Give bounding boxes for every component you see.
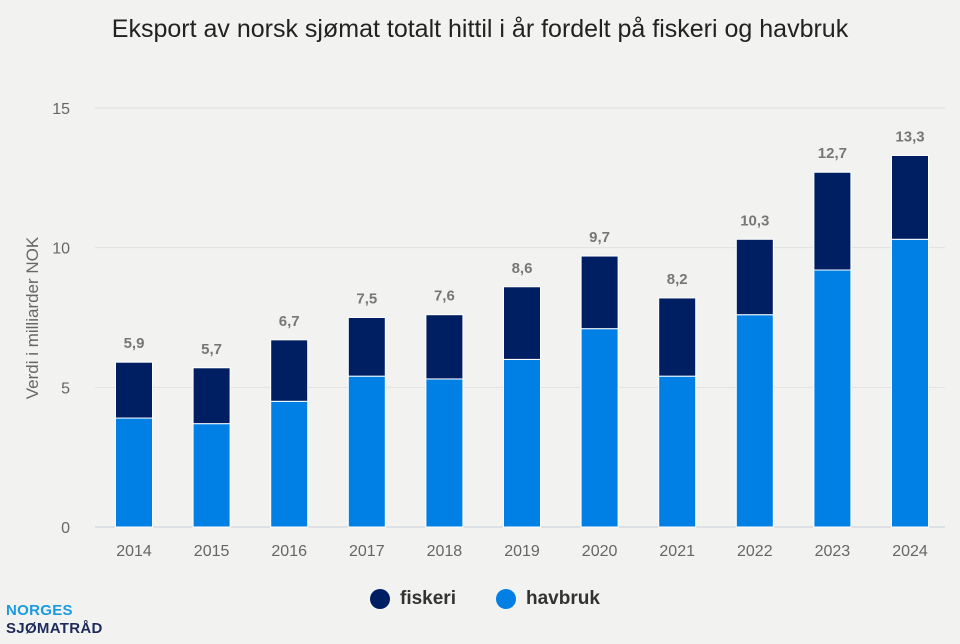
legend-label-fiskeri: fiskeri [400, 588, 456, 609]
x-tick-label: 2017 [349, 543, 385, 560]
total-label: 7,5 [356, 291, 377, 308]
legend: fiskeri havbruk [370, 588, 600, 610]
legend-label-havbruk: havbruk [525, 588, 600, 609]
x-tick-label: 2018 [427, 543, 463, 560]
bar-fiskeri-2020 [580, 255, 619, 330]
bar-havbruk-2022 [735, 314, 774, 528]
y-tick-label: 0 [61, 520, 70, 537]
logo-line-2: SJØMATRÅD [6, 620, 103, 637]
y-tick-label: 5 [61, 380, 70, 397]
bar-havbruk-2020 [580, 328, 619, 528]
total-label: 10,3 [740, 212, 769, 229]
x-tick-label: 2023 [815, 543, 851, 560]
x-tick-label: 2019 [504, 543, 540, 560]
bar-havbruk-2021 [658, 375, 697, 528]
bar-fiskeri-2022 [735, 238, 774, 316]
bar-havbruk-2024 [891, 238, 929, 528]
y-axis-label: Verdi i milliarder NOK [23, 236, 42, 399]
bar-havbruk-2019 [503, 358, 541, 528]
total-label: 8,6 [512, 260, 533, 277]
bar-fiskeri-2015 [192, 367, 231, 425]
legend-item-havbruk[interactable]: havbruk [495, 588, 600, 610]
norges-sjomatrad-logo: NORGES SJØMATRÅD [6, 602, 103, 638]
bar-fiskeri-2024 [891, 154, 929, 240]
x-tick-label: 2020 [582, 543, 618, 560]
total-label: 9,7 [589, 229, 610, 246]
x-tick-label: 2016 [271, 543, 307, 560]
bar-havbruk-2015 [192, 423, 231, 528]
total-label: 8,2 [667, 271, 688, 288]
x-tick-label: 2015 [194, 543, 230, 560]
bar-havbruk-2017 [347, 375, 386, 528]
fiskeri-swatch-icon [370, 589, 390, 609]
bar-fiskeri-2023 [813, 171, 852, 271]
bar-havbruk-2016 [270, 400, 309, 528]
x-tick-label: 2021 [659, 543, 695, 560]
total-label: 5,7 [201, 341, 222, 358]
x-tick-label: 2024 [892, 543, 928, 560]
total-label: 6,7 [279, 313, 300, 330]
total-label: 5,9 [124, 335, 145, 352]
chart-title: Eksport av norsk sjømat totalt hittil i … [111, 15, 849, 43]
bar-fiskeri-2017 [347, 317, 386, 377]
bar-fiskeri-2021 [658, 297, 697, 377]
bar-fiskeri-2014 [115, 361, 153, 419]
bar-havbruk-2014 [115, 417, 153, 528]
y-tick-label: 10 [52, 241, 70, 258]
bar-fiskeri-2016 [270, 339, 309, 402]
bar-fiskeri-2018 [425, 314, 464, 380]
logo-line-1: NORGES [6, 602, 73, 619]
bar-havbruk-2018 [425, 378, 464, 528]
y-tick-label: 15 [52, 101, 70, 118]
bar-havbruk-2023 [813, 269, 852, 528]
total-label: 13,3 [895, 128, 924, 145]
legend-item-fiskeri[interactable]: fiskeri [370, 588, 456, 610]
x-tick-label: 2022 [737, 543, 773, 560]
total-label: 7,6 [434, 288, 455, 305]
x-tick-label: 2014 [116, 543, 152, 560]
total-label: 12,7 [818, 145, 847, 162]
havbruk-swatch-icon [495, 589, 516, 609]
bar-fiskeri-2019 [503, 286, 541, 360]
